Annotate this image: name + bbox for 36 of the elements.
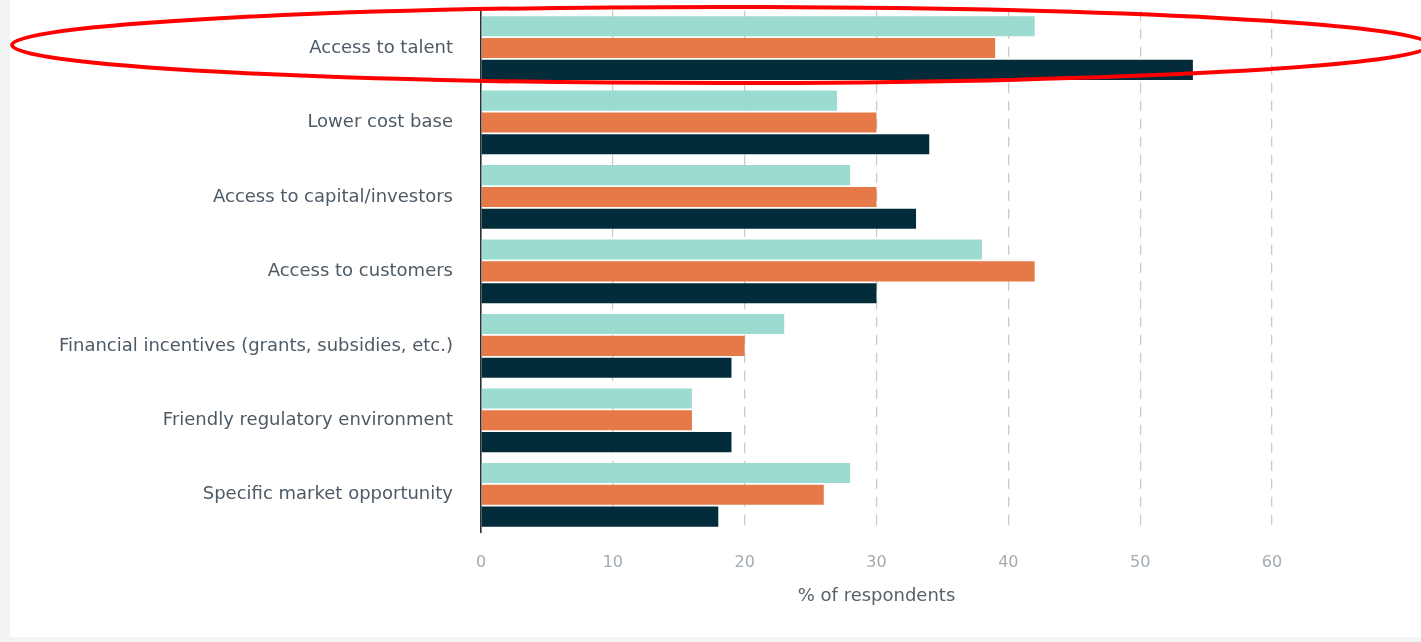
bar: [481, 16, 1035, 37]
bar: [481, 186, 877, 207]
x-tick-label: 60: [1261, 551, 1283, 571]
y-tick-label: Financial incentives (grants, subsidies, etc.): [58, 333, 453, 355]
bar: [481, 388, 692, 409]
bar: [481, 484, 824, 505]
y-tick-label: Specific market opportunity: [202, 482, 454, 504]
bar: [481, 313, 785, 335]
x-tick-label: 30: [866, 551, 887, 571]
bar: [481, 432, 732, 453]
y-tick-label: Access to customers: [267, 259, 453, 281]
bar: [481, 410, 692, 431]
x-tick-label: 0: [475, 551, 487, 571]
y-tick-label: Friendly regulatory environment: [162, 407, 453, 429]
bar: [481, 134, 930, 155]
bar: [481, 112, 877, 133]
bar: [481, 261, 1035, 282]
y-tick-label: Lower cost base: [307, 110, 453, 132]
bar: [481, 90, 837, 111]
bar: [481, 335, 745, 356]
x-tick-label: 10: [602, 551, 624, 571]
bar: [481, 59, 1193, 80]
x-axis-title: % of respondents: [797, 583, 956, 605]
bar: [481, 165, 851, 186]
x-tick-label: 50: [1129, 551, 1151, 571]
x-tick-label: 20: [734, 551, 755, 571]
bar: [481, 283, 877, 304]
bar: [481, 208, 917, 229]
bar: [481, 506, 719, 527]
bar: [481, 37, 996, 59]
bar: [481, 239, 982, 260]
y-tick-label: Access to talent: [309, 35, 453, 57]
y-tick-label: Access to capital/investors: [212, 184, 453, 206]
bar: [481, 357, 732, 378]
bar: [481, 462, 851, 483]
x-tick-label: 40: [998, 551, 1019, 571]
